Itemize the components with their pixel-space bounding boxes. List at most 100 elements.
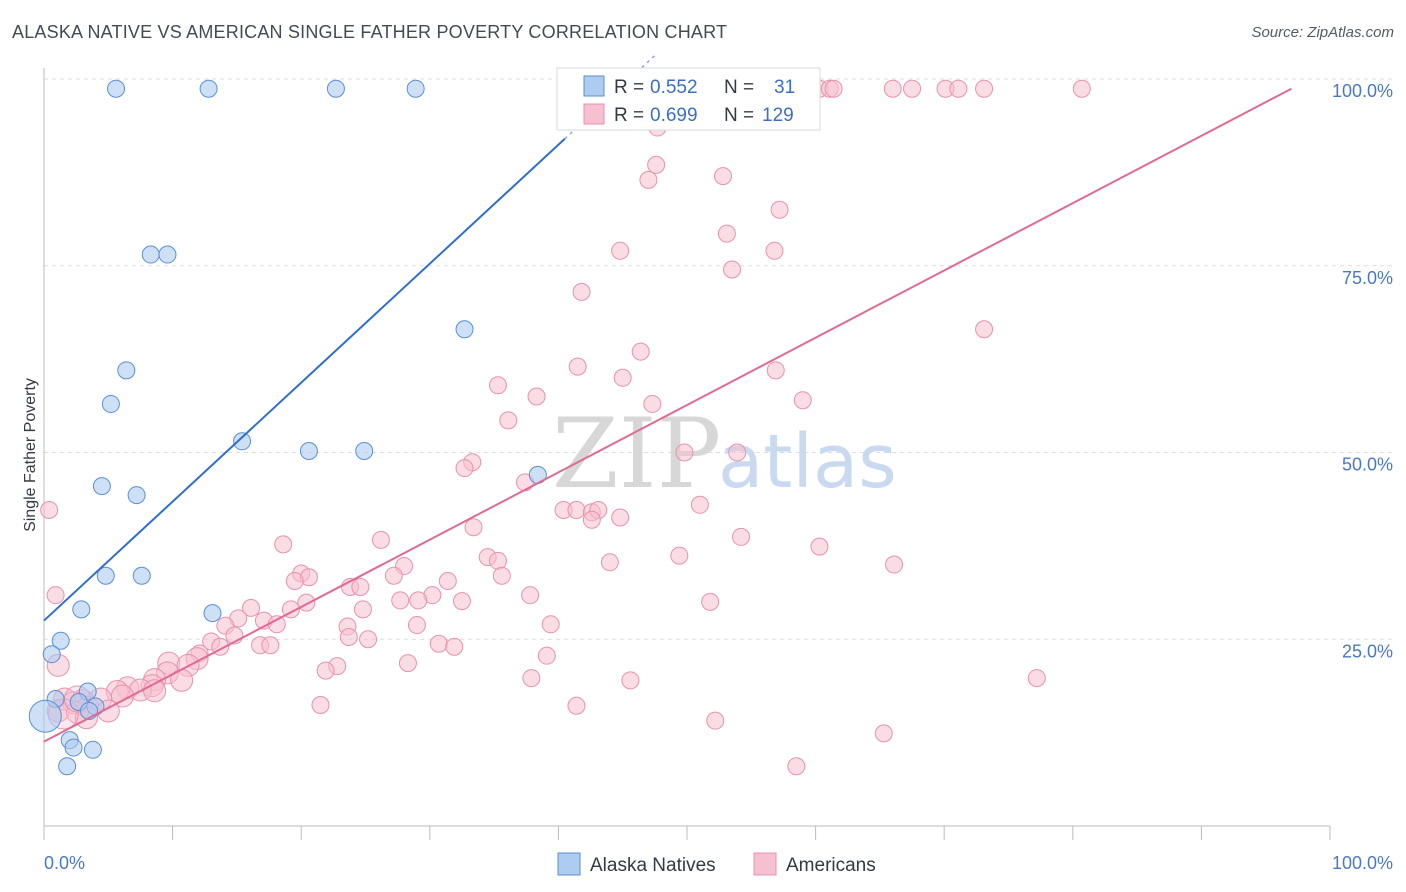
- series-alaska-natives-points: [28, 79, 547, 776]
- series-legend: Alaska Natives Americans: [557, 852, 876, 876]
- axes: [43, 68, 1331, 840]
- point-alaska-natives: [96, 566, 115, 585]
- point-americans: [885, 555, 904, 574]
- chart-title: ALASKA NATIVE VS AMERICAN SINGLE FATHER …: [12, 22, 728, 42]
- point-americans: [600, 553, 619, 572]
- point-americans: [488, 551, 507, 570]
- point-americans: [452, 592, 471, 611]
- point-americans: [143, 679, 167, 703]
- point-alaska-natives: [233, 432, 252, 451]
- point-americans: [1072, 79, 1091, 98]
- bottom-legend-swatch-blue: [557, 852, 581, 876]
- point-americans: [824, 79, 843, 98]
- point-americans: [297, 593, 316, 612]
- point-americans: [647, 155, 666, 174]
- y-tick-label: 100.0%: [1332, 81, 1393, 101]
- point-americans: [568, 357, 587, 376]
- point-americans: [874, 724, 893, 743]
- point-alaska-natives: [101, 394, 120, 413]
- y-tick-label: 50.0%: [1342, 455, 1393, 475]
- point-alaska-natives: [42, 645, 61, 664]
- point-alaska-natives: [92, 477, 111, 496]
- point-alaska-natives: [83, 740, 102, 759]
- watermark: ZIP atlas: [552, 398, 897, 510]
- point-americans: [949, 79, 968, 98]
- y-tick-label: 25.0%: [1342, 641, 1393, 661]
- gridlines: [44, 78, 1392, 640]
- point-americans: [621, 671, 640, 690]
- bottom-legend-label-alaska: Alaska Natives: [590, 855, 716, 876]
- point-alaska-natives: [72, 600, 91, 619]
- point-americans: [567, 501, 586, 520]
- legend-n-label-2: N =: [724, 105, 754, 126]
- point-americans: [274, 535, 293, 554]
- legend-n-value-1: 31: [774, 77, 795, 98]
- legend-r-label-1: R =: [614, 77, 644, 98]
- point-americans: [613, 368, 632, 387]
- point-americans: [339, 628, 358, 647]
- legend-r-value-2: 0.699: [650, 105, 698, 126]
- point-americans: [670, 546, 689, 565]
- point-alaska-natives: [64, 738, 83, 757]
- legend-r-label-2: R =: [614, 105, 644, 126]
- point-americans: [903, 79, 922, 98]
- trend-line-americans: [43, 87, 1292, 743]
- point-americans: [359, 630, 378, 649]
- point-americans: [639, 170, 658, 189]
- point-americans: [706, 711, 725, 730]
- point-americans: [499, 411, 518, 430]
- point-alaska-natives: [406, 79, 425, 98]
- watermark-atlas: atlas: [718, 419, 897, 505]
- point-americans: [765, 241, 784, 260]
- point-americans: [732, 527, 751, 546]
- point-americans: [723, 260, 742, 279]
- point-americans: [611, 508, 630, 527]
- point-americans: [690, 495, 709, 514]
- point-americans: [398, 654, 417, 673]
- point-americans: [701, 592, 720, 611]
- point-americans: [522, 669, 541, 688]
- point-americans: [537, 646, 556, 665]
- point-americans: [267, 615, 286, 634]
- point-americans: [611, 241, 630, 260]
- point-alaska-natives: [132, 566, 151, 585]
- point-alaska-natives: [107, 79, 126, 98]
- point-alaska-natives: [199, 79, 218, 98]
- point-americans: [351, 577, 370, 596]
- legend-swatch-pink: [583, 103, 605, 125]
- point-alaska-natives: [51, 631, 70, 650]
- point-alaska-natives: [117, 361, 136, 380]
- point-americans: [793, 391, 812, 410]
- point-americans: [464, 518, 483, 537]
- trend-line-alaska-natives: [43, 138, 566, 622]
- point-americans: [728, 443, 747, 462]
- y-axis-label: Single Father Poverty: [22, 378, 39, 532]
- point-americans: [541, 615, 560, 634]
- point-americans: [391, 591, 410, 610]
- point-americans: [455, 459, 474, 478]
- point-americans: [242, 598, 261, 617]
- point-americans: [567, 696, 586, 715]
- point-americans: [384, 566, 403, 585]
- tick-labels: 25.0% 50.0% 75.0% 100.0% 0.0% 100.0%: [44, 81, 1393, 873]
- y-tick-label: 75.0%: [1342, 268, 1393, 288]
- point-alaska-natives: [28, 699, 62, 733]
- point-americans: [316, 661, 335, 680]
- point-americans: [975, 320, 994, 339]
- legend-swatch-blue: [583, 75, 605, 97]
- point-americans: [261, 636, 280, 655]
- point-alaska-natives: [127, 486, 146, 505]
- point-americans: [675, 443, 694, 462]
- point-americans: [407, 616, 426, 635]
- point-alaska-natives: [158, 245, 177, 264]
- point-americans: [631, 342, 650, 361]
- legend-n-label-1: N =: [724, 77, 754, 98]
- point-americans: [488, 376, 507, 395]
- point-americans: [717, 224, 736, 243]
- point-americans: [492, 566, 511, 585]
- point-alaska-natives: [326, 79, 345, 98]
- point-americans: [883, 79, 902, 98]
- bottom-legend-label-americans: Americans: [786, 855, 876, 876]
- point-americans: [438, 571, 457, 590]
